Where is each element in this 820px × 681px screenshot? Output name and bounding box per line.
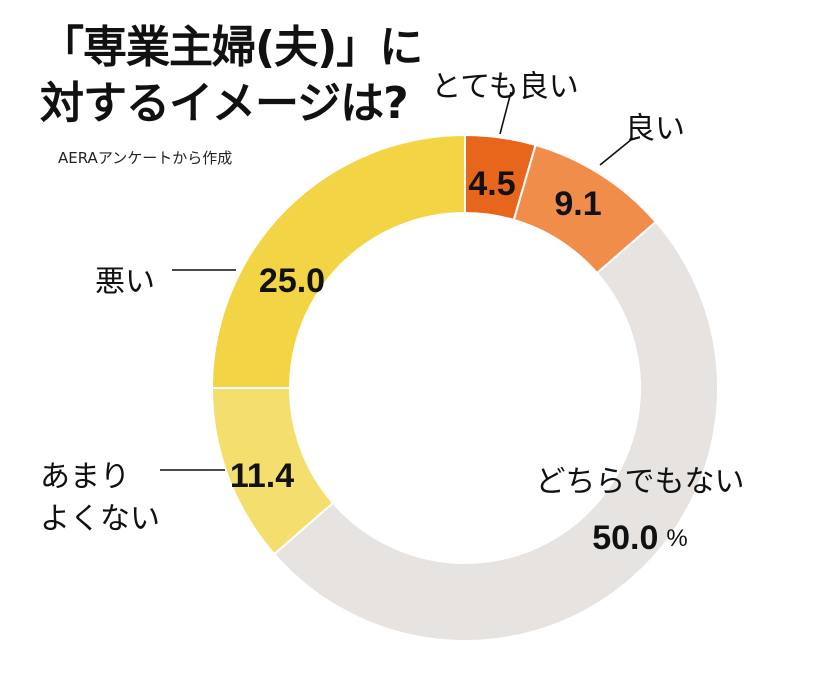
value-label-3: 11.4 bbox=[230, 457, 294, 495]
value-label-4: 25.0 bbox=[259, 262, 325, 300]
source-note: AERAアンケートから作成 bbox=[58, 149, 233, 167]
donut-slices bbox=[210, 133, 719, 642]
category-label-1: 良い bbox=[625, 112, 685, 147]
chart-title: 「専業主婦(夫)」に 対するイメージは? bbox=[40, 20, 423, 132]
category-label-3-line-0: あまり bbox=[40, 460, 130, 495]
donut-slice-2 bbox=[272, 220, 719, 642]
category-label-3-line-1: よくない bbox=[40, 502, 160, 537]
value-label-1: 9.1 bbox=[554, 185, 601, 223]
category-label-0: とても良い bbox=[431, 70, 579, 105]
value-label-0: 4.5 bbox=[468, 165, 515, 203]
leader-line-1 bbox=[599, 138, 633, 166]
value-label-2: 50.0% bbox=[592, 519, 688, 557]
category-label-2: どちらでもない bbox=[535, 465, 744, 500]
donut-slice-4 bbox=[210, 133, 466, 389]
leader-line-0 bbox=[499, 91, 512, 135]
unit-label: % bbox=[666, 525, 687, 552]
title-line-2: 対するイメージは? bbox=[40, 78, 409, 129]
title-line-1: 「専業主婦(夫)」に bbox=[40, 22, 423, 73]
category-label-4: 悪い bbox=[95, 265, 155, 300]
